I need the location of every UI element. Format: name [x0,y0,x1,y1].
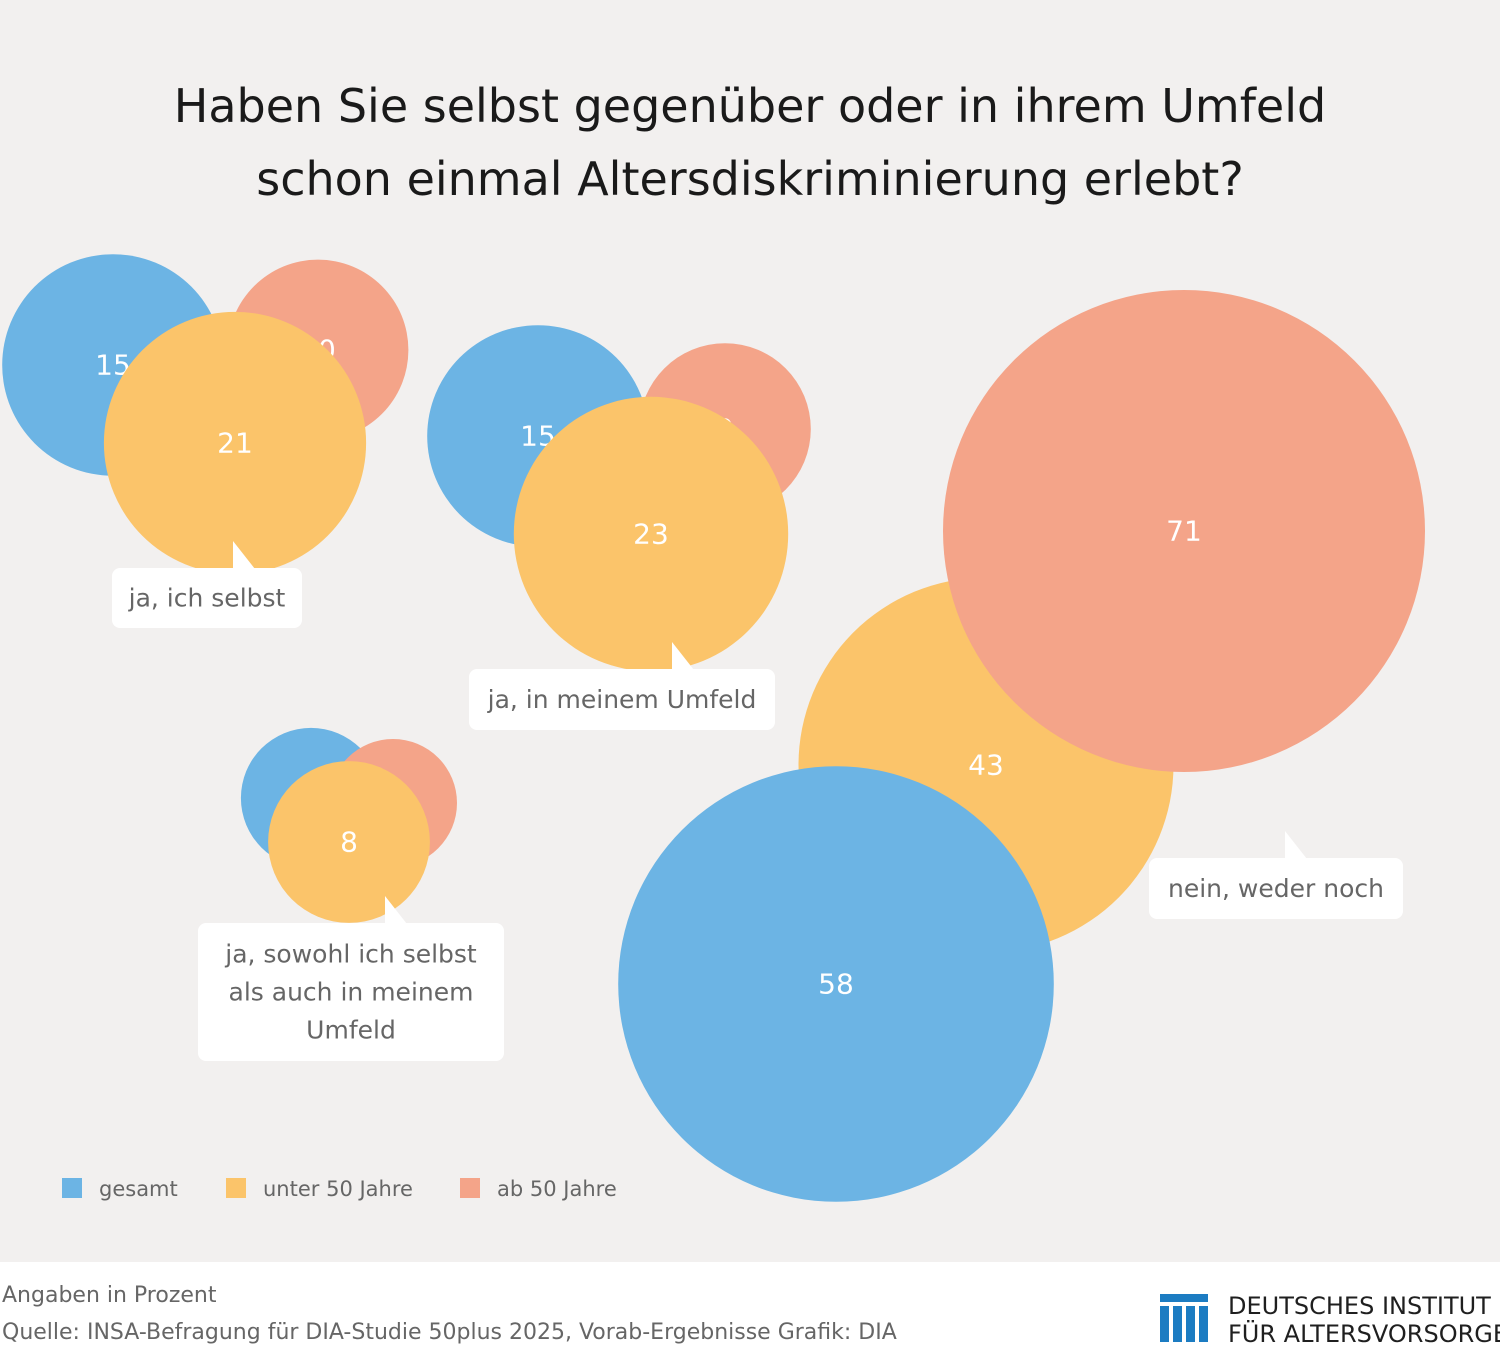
category-label: ja, ich selbst [128,584,286,613]
bubble-value-label: 23 [633,518,669,551]
callout-pointer [233,541,255,569]
category-callout-2: ja, in meinem Umfeld [469,642,775,730]
bubble-unter_50 [268,761,430,923]
bubble-group-4: 43 71 58 [618,290,1425,1202]
logo-line-2: FÜR ALTERSVORSORGE [1228,1320,1500,1348]
legend-item-ab_50: ab 50 Jahre [460,1177,617,1201]
callout-box [1149,858,1403,919]
chart-title-line-2: schon einmal Altersdiskriminierung erleb… [256,152,1244,206]
bubble-value-label: 8 [340,826,358,859]
legend-item-gesamt: gesamt [62,1177,178,1201]
bubble-value-label: 58 [818,968,854,1001]
legend-swatch [62,1178,82,1198]
callout-box [112,568,302,628]
callout-box [198,923,504,1061]
bubble-ab_50 [943,290,1425,772]
bubble-gesamt [618,766,1054,1202]
bubble-chart: 151021 ja, ich selbst 15923 ja, in meinem U… [2,254,1425,1202]
bubble-value-label: 21 [217,427,253,460]
bubble-value-label: 43 [968,749,1004,782]
legend-item-unter_50: unter 50 Jahre [226,1177,413,1201]
legend-swatch [460,1178,480,1198]
callout-pointer [1285,831,1307,859]
category-label: nein, weder noch [1168,874,1384,903]
bubble-value-label: 71 [1166,515,1202,548]
bubble-group-2: 15923 [427,325,811,672]
category-label: ja, sowohl ich selbst [224,940,477,969]
chart-area: Haben Sie selbst gegenüber oder in ihrem… [0,0,1500,1262]
source-note: Quelle: INSA-Befragung für DIA-Studie 50… [2,1320,897,1345]
callout-pointer [672,642,694,670]
category-label: ja, in meinem Umfeld [487,685,757,714]
category-callout-4: nein, weder noch [1149,831,1403,919]
legend-label: unter 50 Jahre [263,1177,413,1201]
chart-title: Haben Sie selbst gegenüber oder in ihrem… [0,70,1500,216]
callout-pointer [385,896,407,924]
unit-note: Angaben in Prozent [2,1283,217,1308]
legend-swatch [226,1178,246,1198]
bubble-unter_50 [513,396,789,672]
bubble-group-1: 151021 [2,254,409,575]
category-label: Umfeld [306,1016,396,1045]
category-callout-1: ja, ich selbst [112,541,302,628]
callout-box [469,669,775,730]
logo-line-1: DEUTSCHES INSTITUT [1228,1292,1491,1320]
category-callout-3: ja, sowohl ich selbst als auch in meinem U… [198,896,504,1061]
chart-title-line-1: Haben Sie selbst gegenüber oder in ihrem… [173,79,1327,133]
dia-logo-mark-icon [1160,1294,1208,1342]
legend-label: gesamt [99,1177,178,1201]
legend-label: ab 50 Jahre [497,1177,617,1201]
bubble-unter_50 [103,311,367,575]
category-label: als auch in meinem [229,978,474,1007]
bubble-group-3: 658 [240,727,457,923]
